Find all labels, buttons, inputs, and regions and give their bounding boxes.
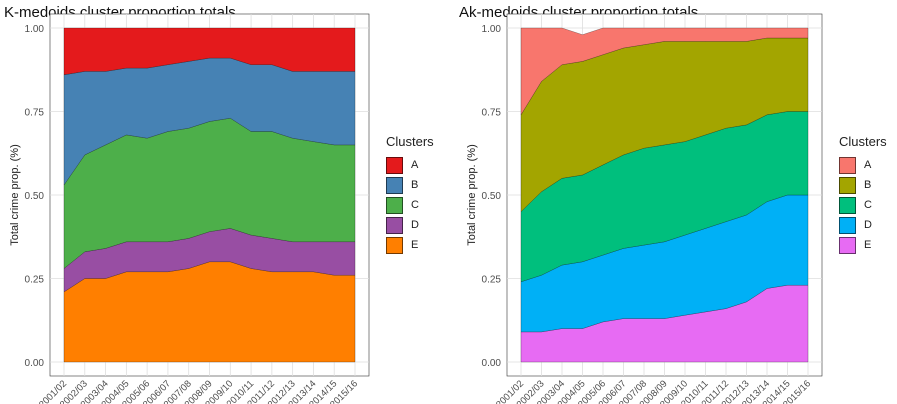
legend-swatch <box>386 216 403 234</box>
legend-label: E <box>411 239 419 251</box>
legend-swatch <box>839 236 856 254</box>
legend-swatch <box>839 216 856 234</box>
y-axis-label: Total crime prop. (%) <box>466 144 478 245</box>
legend-label: D <box>864 219 872 231</box>
legend-item: A <box>839 155 887 175</box>
legend-label: A <box>864 159 872 171</box>
legend-item: B <box>839 175 887 195</box>
legend-swatch <box>839 196 856 214</box>
legend-swatch <box>839 156 856 174</box>
legend-item: E <box>386 235 434 255</box>
legend-item: E <box>839 235 887 255</box>
y-tick-label: 0.75 <box>482 108 502 119</box>
akmedoids-area-chart: 0.00 0.25 0.50 0.75 1.00 Total crime prop. (%… <box>466 13 823 404</box>
legend-label: B <box>411 179 419 191</box>
legend-title: Clusters <box>839 134 887 149</box>
y-tick-label: 0.25 <box>482 275 502 286</box>
legend-label: C <box>864 199 872 211</box>
legend-label: A <box>411 159 419 171</box>
y-tick-label: 0.00 <box>482 358 502 369</box>
legend-swatch <box>386 196 403 214</box>
y-tick-label: 1.00 <box>25 24 45 35</box>
legend-swatch <box>839 176 856 194</box>
legend-swatch <box>386 176 403 194</box>
legend-item: B <box>386 175 434 195</box>
y-tick-label: 0.75 <box>25 108 45 119</box>
legend-swatch <box>386 236 403 254</box>
kmedoids-area-chart: 0.00 0.25 0.50 0.75 1.00 Total crime prop. (%… <box>9 13 370 404</box>
legend-item: C <box>839 195 887 215</box>
y-tick-label: 1.00 <box>482 24 502 35</box>
legend-label: E <box>864 239 872 251</box>
legend-item: C <box>386 195 434 215</box>
legend-label: B <box>864 179 872 191</box>
area-series-a <box>520 27 809 116</box>
y-tick-label: 0.50 <box>25 191 45 202</box>
legend-label: D <box>411 219 419 231</box>
legend-label: C <box>411 199 419 211</box>
legend-title: Clusters <box>386 134 434 149</box>
y-tick-label: 0.25 <box>25 275 45 286</box>
area-series-a <box>63 27 356 76</box>
legend-item: A <box>386 155 434 175</box>
akmedoids-panel: Ak-medoids cluster proportion totals 0.0… <box>455 0 897 404</box>
y-tick-label: 0.00 <box>25 358 45 369</box>
legend-item: D <box>839 215 887 235</box>
legend-swatch <box>386 156 403 174</box>
kmedoids-panel: K-medoids cluster proportion totals 0.00… <box>4 4 434 404</box>
y-axis-label: Total crime prop. (%) <box>9 144 21 245</box>
legend-item: D <box>386 215 434 235</box>
y-tick-label: 0.50 <box>482 191 502 202</box>
